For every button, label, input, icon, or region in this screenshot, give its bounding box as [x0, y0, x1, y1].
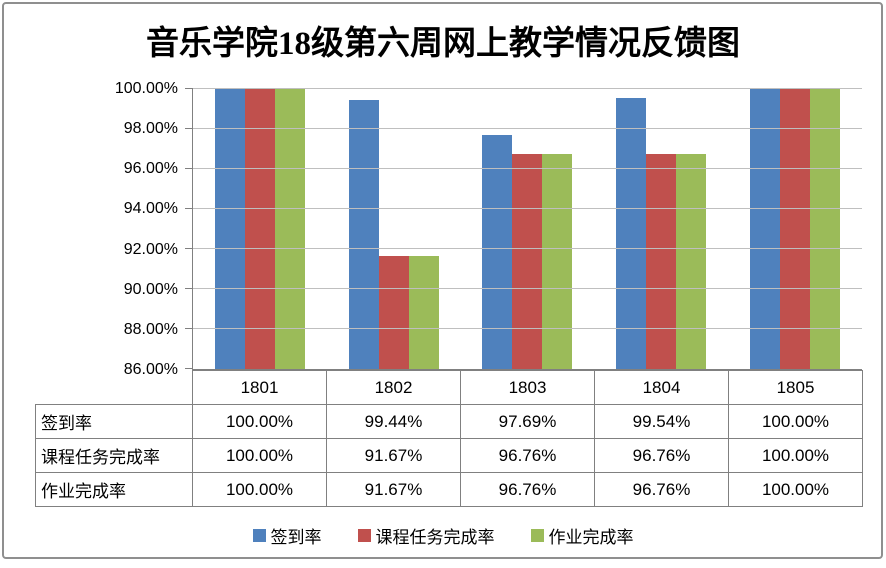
legend-label: 作业完成率	[548, 528, 634, 547]
table-cell: 96.76%	[460, 438, 595, 473]
table-cell: 96.76%	[460, 472, 595, 507]
data-table: 1801 1802 1803 1804 1805 签到率 100.00% 99.44% 97.6…	[35, 370, 863, 507]
gridline	[193, 248, 862, 249]
gridline	[193, 128, 862, 129]
bar-1801-课程任务完成率	[244, 89, 275, 369]
bar-group-1803	[461, 89, 595, 369]
bar-1802-签到率	[348, 100, 379, 369]
table-cell: 96.76%	[594, 472, 729, 507]
bar-1804-签到率	[616, 98, 647, 369]
table-cell: 91.67%	[326, 438, 461, 473]
legend-item-作业完成率: 作业完成率	[530, 523, 634, 548]
y-axis-tick	[185, 168, 193, 169]
legend-swatch	[252, 529, 266, 542]
table-header-cell: 1804	[594, 370, 729, 405]
bar-group-1805	[728, 89, 862, 369]
gridline	[193, 88, 862, 89]
table-row-label: 签到率	[35, 404, 193, 439]
y-axis-tick	[185, 208, 193, 209]
y-axis-tick-label: 100.00%	[114, 80, 178, 97]
table-row: 签到率 100.00% 99.44% 97.69% 99.54% 100.00%	[35, 404, 863, 439]
table-cell: 100.00%	[728, 404, 863, 439]
y-axis-tick	[185, 128, 193, 129]
bar-1804-作业完成率	[676, 153, 707, 369]
gridline	[193, 168, 862, 169]
bar-1802-课程任务完成率	[378, 255, 409, 369]
bar-1803-课程任务完成率	[512, 153, 543, 369]
table-cell: 99.54%	[594, 404, 729, 439]
table-corner-cell	[36, 371, 193, 405]
y-axis-tick	[185, 88, 193, 89]
gridline	[193, 328, 862, 329]
legend-swatch	[357, 529, 371, 542]
chart-title: 音乐学院18级第六周网上教学情况反馈图	[146, 26, 740, 62]
legend-item-课程任务完成率: 课程任务完成率	[357, 523, 495, 548]
bar-1805-作业完成率	[810, 89, 841, 369]
legend-label: 签到率	[270, 528, 322, 547]
table-row: 课程任务完成率 100.00% 91.67% 96.76% 96.76% 100.00%	[35, 438, 863, 473]
legend-swatch	[530, 529, 544, 542]
bar-1801-签到率	[214, 89, 245, 369]
table-cell: 99.44%	[326, 404, 461, 439]
y-axis-labels: 86.00% 88.00% 90.00% 92.00% 94.00% 96.00% 98.0…	[0, 81, 178, 378]
bar-1803-签到率	[482, 135, 513, 369]
bar-1801-作业完成率	[274, 89, 305, 369]
table-row: 作业完成率 100.00% 91.67% 96.76% 96.76% 100.00%	[35, 472, 863, 507]
legend-item-签到率: 签到率	[252, 523, 322, 548]
table-cell: 100.00%	[728, 438, 863, 473]
y-axis-tick	[185, 288, 193, 289]
table-cell: 100.00%	[728, 472, 863, 507]
table-cell: 91.67%	[326, 472, 461, 507]
table-cell: 100.00%	[192, 472, 327, 507]
y-axis-tick-label: 94.00%	[123, 200, 178, 218]
table-row-label: 课程任务完成率	[35, 438, 193, 473]
table-cell: 96.76%	[594, 438, 729, 473]
table-header-cell: 1802	[326, 370, 461, 405]
y-axis-tick	[185, 368, 193, 369]
table-cell: 100.00%	[192, 438, 327, 473]
y-axis-tick-label: 86.00%	[123, 361, 178, 378]
table-row-label: 作业完成率	[35, 472, 193, 507]
y-axis-tick-label: 96.00%	[123, 160, 178, 178]
y-axis-tick-label: 90.00%	[123, 280, 178, 298]
legend: 签到率 课程任务完成率 作业完成率	[0, 523, 886, 548]
bar-1802-作业完成率	[408, 255, 439, 369]
table-cell: 97.69%	[460, 404, 595, 439]
table-header-cell: 1801	[192, 370, 327, 405]
bar-1805-课程任务完成率	[780, 89, 811, 369]
bar-1804-课程任务完成率	[646, 153, 677, 369]
bar-group-1804	[594, 89, 728, 369]
plot-area	[185, 88, 862, 370]
table-header-row: 1801 1802 1803 1804 1805	[36, 370, 863, 405]
gridline	[193, 288, 862, 289]
y-axis-tick	[185, 248, 193, 249]
bar-groups	[193, 89, 862, 369]
gridline	[193, 208, 862, 209]
bar-1803-作业完成率	[542, 153, 573, 369]
data-table-body: 1801 1802 1803 1804 1805 签到率 100.00% 99.44% 97.6…	[35, 370, 863, 507]
table-header-cell: 1803	[460, 370, 595, 405]
table-cell: 100.00%	[192, 404, 327, 439]
y-axis-tick	[185, 328, 193, 329]
legend-label: 课程任务完成率	[375, 528, 495, 547]
bar-group-1802	[327, 89, 461, 369]
y-axis-tick-label: 92.00%	[123, 240, 178, 258]
bar-group-1801	[193, 89, 327, 369]
y-axis-tick-label: 98.00%	[123, 120, 178, 138]
table-header-cell: 1805	[728, 370, 863, 405]
bar-1805-签到率	[750, 89, 781, 369]
y-axis-tick-label: 88.00%	[123, 320, 178, 338]
